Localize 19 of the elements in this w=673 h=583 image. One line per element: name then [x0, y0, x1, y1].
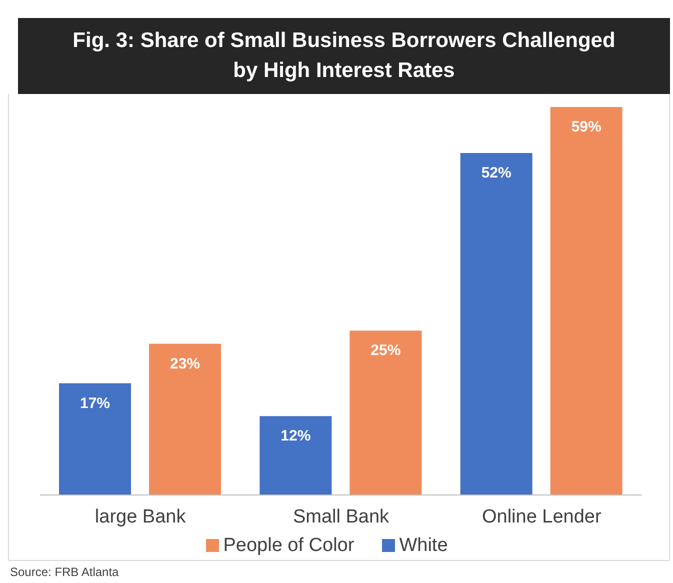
- source-note: Source: FRB Atlanta: [10, 565, 119, 579]
- data-label: 25%: [370, 342, 401, 360]
- x-tick-label: large Bank: [94, 506, 186, 528]
- data-label: 12%: [280, 428, 311, 445]
- x-tick-label: Small Bank: [292, 506, 390, 528]
- x-tick-label: Online Lender: [482, 506, 602, 528]
- legend-label: People of Color: [223, 535, 354, 556]
- data-label: 23%: [170, 355, 200, 372]
- bar: [149, 344, 221, 495]
- bar: [59, 383, 131, 495]
- legend-label: White: [399, 535, 448, 556]
- bar: [260, 416, 332, 495]
- bar: [350, 330, 422, 495]
- data-label: 17%: [80, 394, 110, 412]
- data-label: 52%: [481, 164, 512, 182]
- chart-title: Fig. 3: Share of Small Business Borrowers Challenged by High Interest Rates: [18, 18, 670, 94]
- data-label: 59%: [571, 118, 602, 136]
- bar: [460, 153, 532, 495]
- bar: [550, 107, 622, 495]
